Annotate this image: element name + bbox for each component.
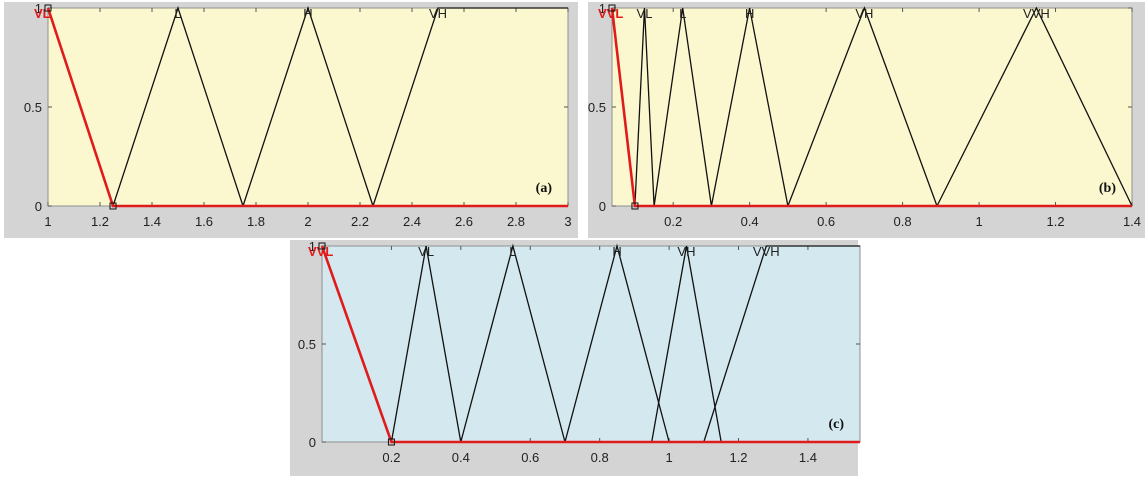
x-tick-label: 2.2	[351, 214, 369, 229]
x-tick-label: 0.8	[894, 214, 912, 229]
x-tick-label: 1.2	[1046, 214, 1064, 229]
mf-label-vh: VH	[855, 6, 873, 21]
x-tick-label: 2.8	[507, 214, 525, 229]
x-tick-label: 1.4	[799, 450, 817, 465]
mf-curve-vl	[634, 7, 655, 207]
mf-curve-l	[653, 7, 713, 207]
mf-curve-h	[710, 7, 789, 207]
x-tick-label: 0.6	[817, 214, 835, 229]
y-tick-label: 1	[309, 239, 316, 254]
x-tick-label: 1.4	[1123, 214, 1141, 229]
x-tick-label: 1.4	[143, 214, 161, 229]
y-tick-label: 0.5	[24, 100, 42, 115]
x-tick-label: 1	[44, 214, 51, 229]
mf-curve-vvl	[610, 7, 1132, 208]
panel-label: (b)	[1099, 181, 1116, 196]
mf-label-vl: VL	[418, 244, 434, 259]
panel-label: (c)	[828, 417, 844, 432]
mf-label-vh: VH	[429, 6, 447, 21]
plot-area	[611, 7, 1133, 207]
mf-curve-h	[242, 5, 374, 207]
x-tick-label: 1	[975, 214, 982, 229]
mf-curve-vvh	[703, 245, 860, 443]
mf-label-h: H	[612, 244, 621, 259]
x-tick-label: 1.8	[247, 214, 265, 229]
mf-label-h: H	[745, 6, 754, 21]
mf-curve-vl	[390, 245, 462, 443]
mf-label-vvh: VVH	[753, 244, 780, 259]
y-tick-label: 0.5	[298, 337, 316, 352]
mf-label-l: L	[509, 244, 516, 259]
mf-curve-vh	[787, 6, 938, 207]
x-tick-label: 1.2	[91, 214, 109, 229]
mf-curve-vh	[651, 245, 722, 443]
x-tick-label: 0.8	[591, 450, 609, 465]
mf-vertex-marker	[44, 4, 52, 12]
mf-curve-vvl	[320, 245, 860, 444]
mf-curve-vvh	[936, 6, 1133, 207]
mf-curve-h	[564, 243, 670, 443]
mf-label-vh: VH	[677, 244, 695, 259]
mf-vertex-marker	[318, 242, 326, 250]
mf-label-vvl: VVL	[598, 6, 623, 21]
mf-label-vl: VL	[34, 6, 51, 21]
x-tick-label: 0.2	[664, 214, 682, 229]
x-tick-label: 1.6	[195, 214, 213, 229]
y-tick-label: 1	[35, 1, 42, 16]
x-tick-label: 0.6	[521, 450, 539, 465]
mf-label-vl: VL	[637, 6, 653, 21]
mf-vertex-marker	[608, 4, 616, 12]
x-tick-label: 0.4	[452, 450, 470, 465]
mf-curve-l	[112, 5, 244, 207]
mf-label-vvh: VVH	[1023, 6, 1050, 21]
y-tick-label: 0	[35, 199, 42, 214]
x-tick-label: 2	[304, 214, 311, 229]
x-tick-label: 2.4	[403, 214, 421, 229]
mf-vertex-marker	[387, 438, 395, 446]
mf-vertex-marker	[631, 202, 639, 210]
mf-label-l: L	[174, 6, 181, 21]
x-tick-label: 3	[564, 214, 571, 229]
plot-area	[47, 7, 569, 207]
x-tick-label: 1.2	[729, 450, 747, 465]
y-tick-label: 1	[599, 1, 606, 16]
mf-label-l: L	[679, 6, 686, 21]
mf-curve-vl	[46, 7, 568, 208]
mf-label-h: H	[303, 6, 312, 21]
panel-label: (a)	[536, 181, 553, 196]
mf-vertex-marker	[109, 202, 117, 210]
mf-label-vvl: VVL	[308, 244, 333, 259]
x-tick-label: 0.4	[741, 214, 759, 229]
y-tick-label: 0.5	[588, 100, 606, 115]
mf-curve-l	[460, 243, 566, 443]
mf-curve-vh	[372, 7, 568, 207]
y-tick-label: 0	[599, 199, 606, 214]
x-tick-label: 1	[665, 450, 672, 465]
x-tick-label: 0.2	[382, 450, 400, 465]
x-tick-label: 2.6	[455, 214, 473, 229]
y-tick-label: 0	[309, 435, 316, 450]
